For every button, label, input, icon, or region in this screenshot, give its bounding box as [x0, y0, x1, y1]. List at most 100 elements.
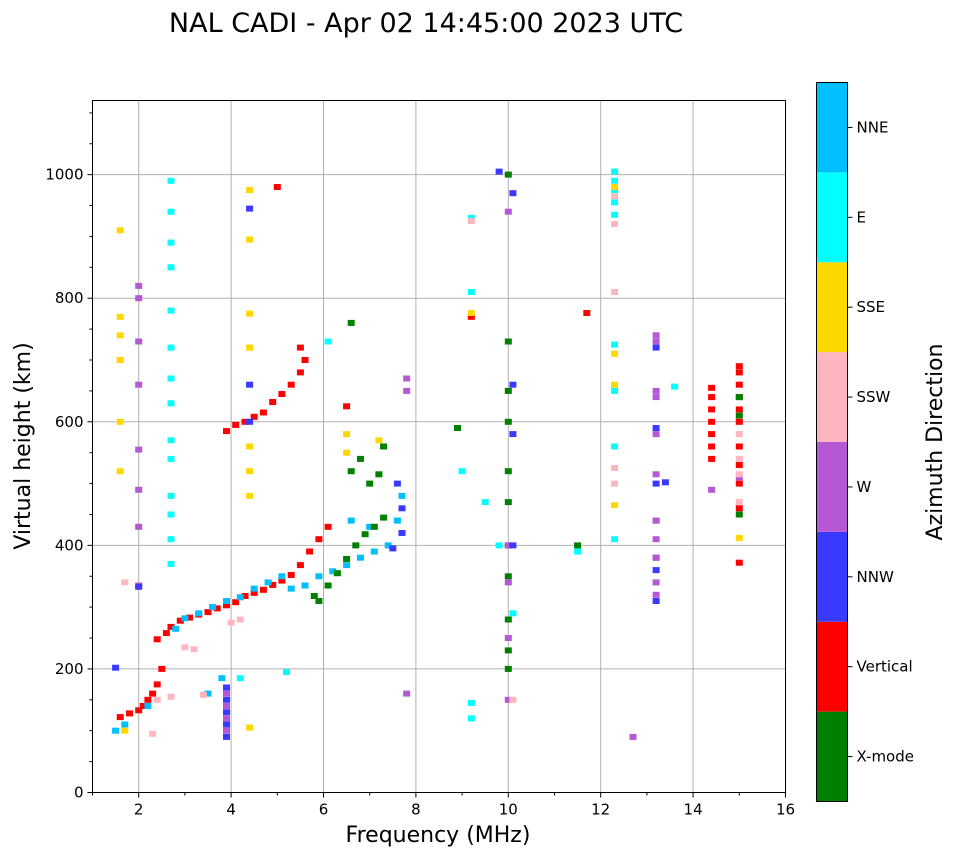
echo-point-e	[611, 536, 619, 543]
y-tick-label: 200	[55, 660, 84, 678]
echo-point-w	[223, 690, 230, 697]
echo-point-vertical	[708, 455, 716, 462]
colorbar-swatch-ssw	[816, 352, 848, 442]
echo-point-nnw	[112, 664, 120, 671]
echo-point-vertical	[735, 443, 743, 450]
echo-point-nnw	[509, 431, 517, 438]
x-axis-label: Frequency (MHz)	[346, 823, 531, 848]
echo-point-sse	[246, 187, 254, 194]
echo-point-vertical	[583, 310, 591, 316]
colorbar-swatch-sse	[816, 262, 848, 353]
echo-point-e	[167, 437, 175, 444]
colorbar-label-sse: SSE	[857, 298, 886, 316]
echo-point-x-mode	[343, 556, 351, 562]
echo-point-sse	[343, 449, 351, 456]
echo-point-vertical	[144, 696, 152, 703]
echo-point-ssw	[227, 619, 235, 626]
echo-point-vertical	[186, 614, 193, 621]
echo-point-nne	[250, 585, 258, 592]
x-tick-label: 14	[684, 801, 703, 819]
echo-point-sse	[246, 310, 254, 317]
echo-point-e	[467, 289, 475, 295]
echo-point-e	[458, 468, 466, 475]
echo-point-nnw	[509, 542, 517, 549]
echo-point-vertical	[126, 710, 133, 717]
echo-point-nnw	[223, 684, 230, 691]
echo-point-nnw	[509, 190, 517, 197]
echo-point-sse	[116, 418, 124, 425]
grid-lines	[92, 100, 786, 793]
echo-point-w	[135, 295, 143, 302]
echo-point-ssw	[735, 471, 743, 478]
echo-point-x-mode	[375, 471, 383, 478]
echo-point-vertical	[296, 369, 304, 376]
colorbar-label-vertical: Vertical	[857, 658, 913, 676]
echo-point-nne	[218, 675, 226, 682]
echo-point-nnw	[135, 583, 143, 590]
echo-point-ssw	[611, 221, 619, 228]
echo-point-ssw	[167, 693, 175, 700]
echo-point-vertical	[324, 523, 332, 530]
echo-point-e	[611, 187, 619, 194]
echo-point-w	[652, 591, 660, 598]
colorbar-label-nnw: NNW	[857, 568, 894, 586]
echo-point-sse	[375, 437, 383, 444]
echo-point-w	[135, 523, 143, 530]
echo-point-vertical	[735, 363, 743, 370]
colorbar-label-ssw: SSW	[857, 388, 891, 406]
echo-point-nnw	[652, 480, 660, 487]
echo-point-vertical	[153, 681, 161, 688]
echo-point-nnw	[393, 480, 401, 487]
echo-point-w	[652, 387, 660, 394]
echo-point-vertical	[139, 703, 147, 709]
y-axis-label: Virtual height (km)	[11, 342, 36, 549]
echo-point-vertical	[735, 462, 743, 468]
echo-point-w	[504, 696, 512, 703]
echo-point-ssw	[735, 499, 743, 506]
echo-point-e	[574, 548, 582, 555]
echo-point-e	[467, 699, 475, 706]
echo-point-w	[504, 635, 512, 641]
x-tick-label: 4	[226, 801, 236, 819]
echo-point-sse	[611, 502, 619, 509]
echo-point-vertical	[176, 617, 184, 624]
echo-point-x-mode	[324, 582, 332, 589]
echo-point-vertical	[735, 381, 743, 388]
echo-point-sse	[121, 727, 129, 734]
echo-point-x-mode	[504, 616, 512, 623]
echo-point-vertical	[269, 581, 277, 588]
echo-point-w	[135, 338, 143, 345]
echo-point-w	[223, 727, 230, 734]
echo-point-ssw	[199, 691, 207, 698]
echo-point-x-mode	[380, 443, 388, 450]
y-tick-label: 400	[55, 536, 84, 554]
echo-point-e	[481, 499, 489, 506]
echo-point-e	[611, 387, 619, 394]
echo-point-w	[652, 517, 660, 524]
echo-point-w	[652, 431, 660, 438]
echo-point-ssw	[735, 431, 743, 438]
echo-point-ssw	[153, 696, 161, 703]
echo-point-nne	[112, 727, 120, 734]
echo-point-x-mode	[347, 319, 355, 326]
echo-point-vertical	[287, 381, 295, 388]
echo-point-x-mode	[735, 511, 743, 518]
echo-point-nne	[121, 721, 129, 728]
echo-point-x-mode	[315, 598, 323, 604]
echo-point-x-mode	[735, 394, 743, 401]
echo-point-e	[167, 492, 175, 499]
echo-point-vertical	[708, 384, 716, 391]
echo-point-vertical	[149, 690, 157, 697]
echo-point-w	[652, 554, 660, 561]
echo-point-vertical	[241, 418, 249, 425]
echo-point-sse	[246, 724, 254, 731]
echo-point-vertical	[343, 403, 351, 410]
echo-point-x-mode	[366, 480, 374, 487]
echo-point-nne	[357, 554, 364, 561]
echo-point-x-mode	[504, 665, 512, 672]
echo-point-nne	[223, 598, 230, 604]
echo-point-nne	[172, 625, 180, 632]
echo-point-e	[324, 338, 332, 345]
echo-point-vertical	[232, 421, 240, 428]
echo-point-w	[504, 579, 512, 586]
